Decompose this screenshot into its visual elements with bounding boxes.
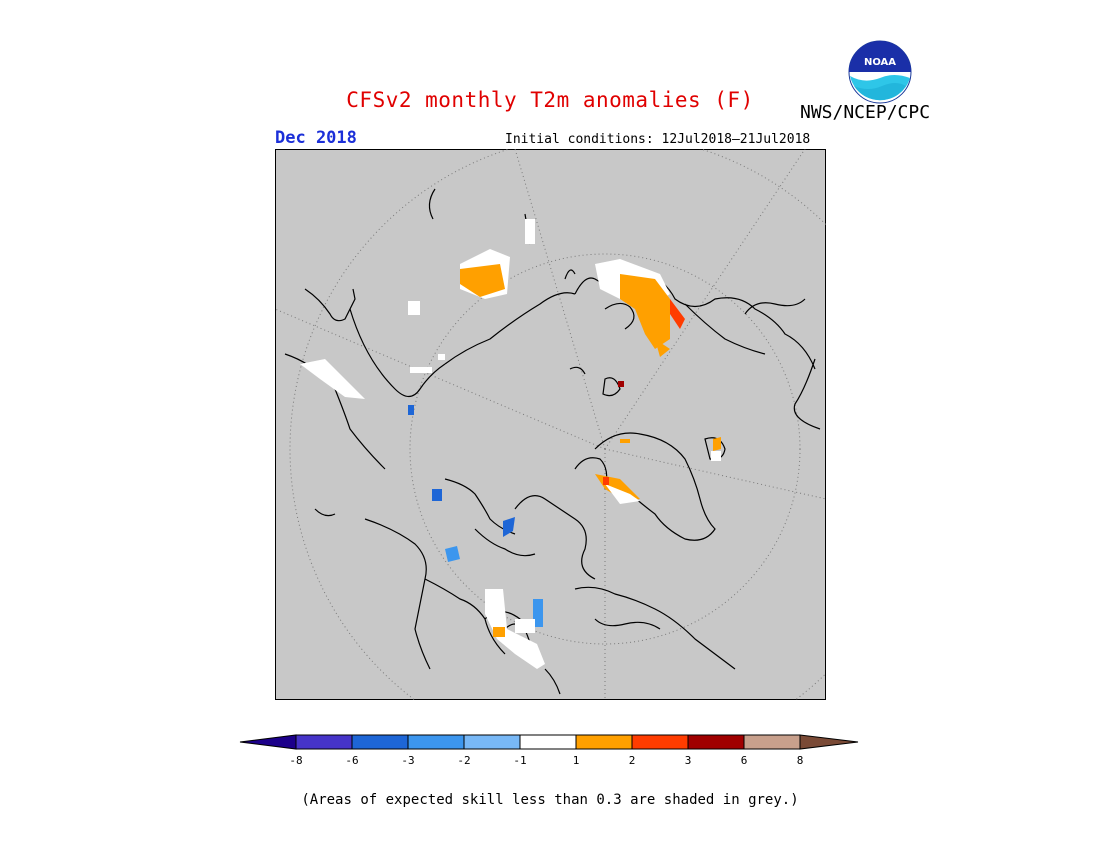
anomaly-patch [410,367,432,373]
anomaly-patch [460,264,505,297]
anomaly-patch [713,437,721,451]
skill-footnote: (Areas of expected skill less than 0.3 a… [301,792,799,808]
anomaly-patch [620,274,670,349]
colorbar-tick-label: -1 [513,754,526,767]
colorbar: -8 -6 -3 -2 -1 1 2 3 6 8 [238,730,868,779]
anomaly-patch [603,477,609,485]
anomaly-patch [655,339,670,357]
anomaly-patch [300,359,365,399]
noaa-logo: NOAA [848,40,912,108]
anomaly-patch [438,354,445,360]
colorbar-segment [351,734,409,750]
colorbar-segment [407,734,465,750]
anomaly-patch [620,439,630,443]
anomaly-patch [408,405,414,415]
colorbar-segment [575,734,633,750]
colorbar-right-arrow [799,734,859,750]
map-title: CFSv2 monthly T2m anomalies (F) [346,88,754,112]
anomaly-patch [525,219,535,244]
colorbar-tick-label: 8 [797,754,804,767]
logo-text: NOAA [864,57,896,68]
anomaly-patch [533,599,543,627]
colorbar-segment [687,734,745,750]
anomaly-patch [408,301,420,315]
anomaly-patch [605,484,640,504]
anomaly-patch [432,489,442,501]
initial-conditions: Initial conditions: 12Jul2018–21Jul2018 [505,132,811,147]
anomaly-patch [711,451,721,461]
anomaly-patch [618,381,624,387]
colorbar-segment [631,734,689,750]
anomaly-patch [485,589,545,669]
forecast-month: Dec 2018 [275,128,357,148]
colorbar-segment [519,734,577,750]
anomaly-patch [670,299,685,329]
colorbar-segment [743,734,801,750]
colorbar-segment [295,734,353,750]
map-background [274,148,827,701]
colorbar-tick-label: -8 [289,754,302,767]
colorbar-left-arrow [239,734,297,750]
colorbar-tick-label: 1 [573,754,580,767]
colorbar-tick-label: -6 [345,754,358,767]
anomaly-patch [493,627,505,637]
anomaly-patch [503,517,515,537]
colorbar-tick-label: 3 [685,754,692,767]
colorbar-tick-label: 2 [629,754,636,767]
colorbar-svg: -8 -6 -3 -2 -1 1 2 3 6 8 [239,734,859,767]
anomaly-patch [445,546,460,562]
anomaly-patches [300,219,721,669]
colorbar-tick-label: -3 [401,754,414,767]
agency-label: NWS/NCEP/CPC [800,102,931,123]
polar-map [274,133,921,765]
colorbar-segment [463,734,521,750]
anomaly-patch [515,619,535,633]
colorbar-tick-label: 6 [741,754,748,767]
colorbar-tick-label: -2 [457,754,470,767]
